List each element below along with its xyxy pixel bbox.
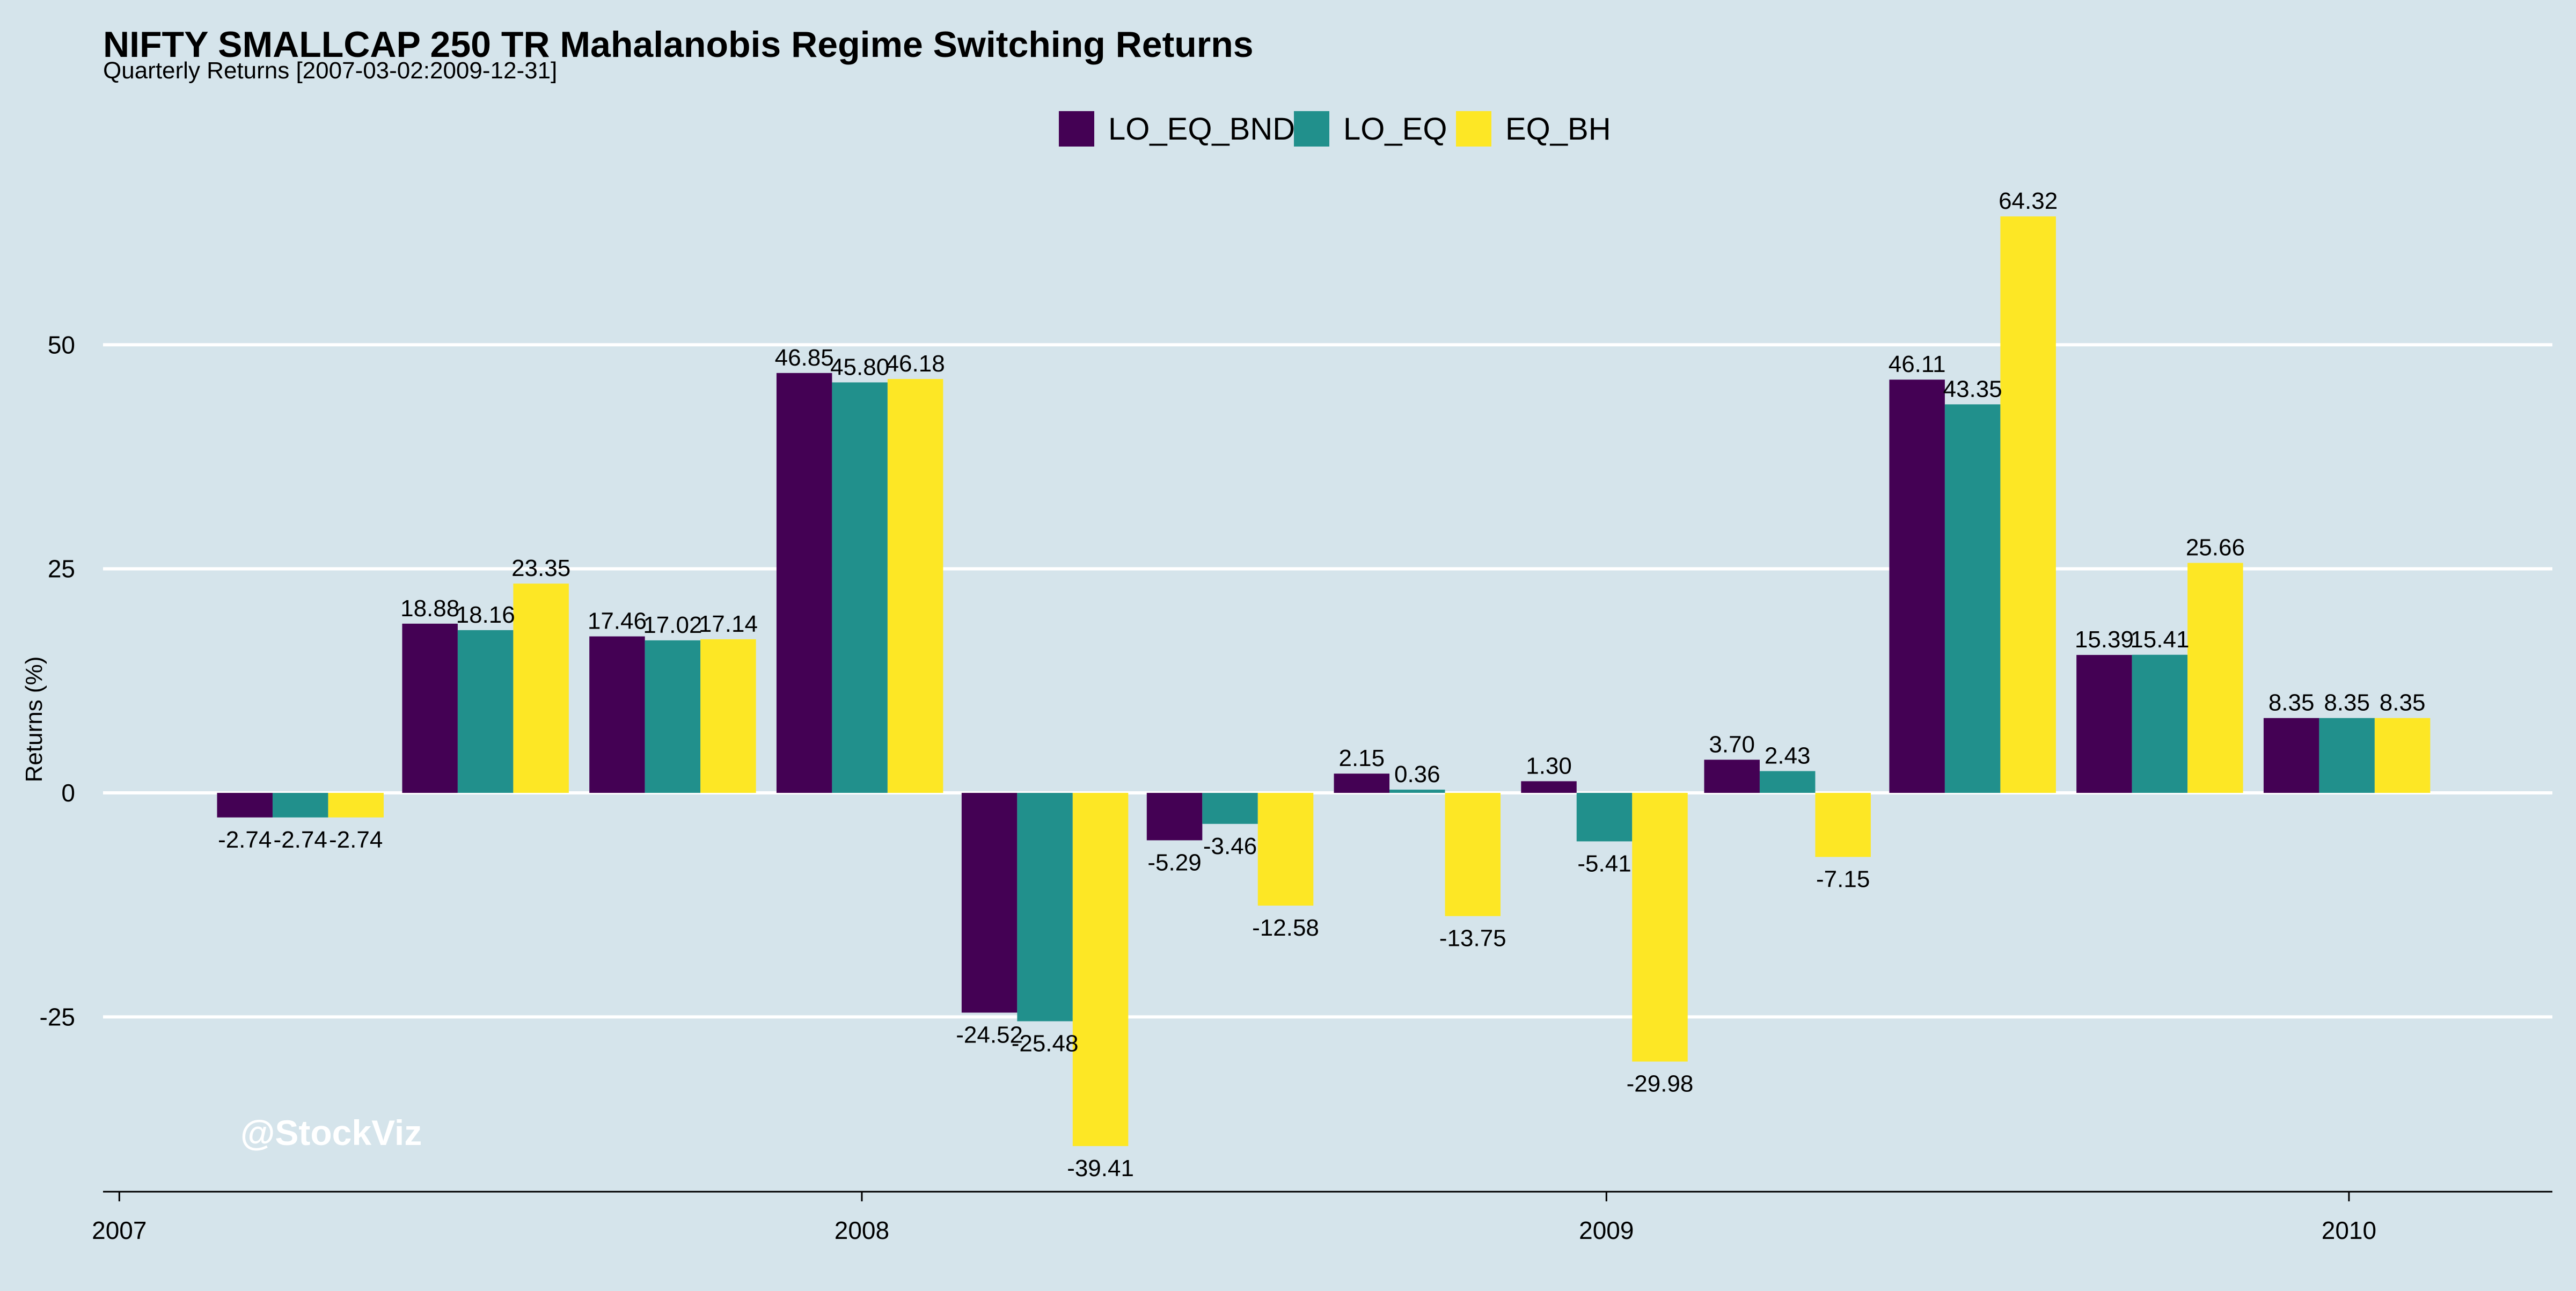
bar-lo-eq-bnd xyxy=(2263,718,2319,793)
bar-eq-bh xyxy=(1815,793,1871,857)
data-label: 8.35 xyxy=(2324,690,2370,716)
watermark: @StockViz xyxy=(240,1113,422,1153)
x-tick-label: 2007 xyxy=(92,1216,147,1244)
data-label: -2.74 xyxy=(274,827,327,853)
data-label: 43.35 xyxy=(1943,376,2002,402)
bar-eq-bh xyxy=(513,583,569,793)
bar-eq-bh xyxy=(1445,793,1501,916)
data-label: 3.70 xyxy=(1709,731,1755,757)
data-label: 23.35 xyxy=(511,555,570,581)
data-label: 45.80 xyxy=(830,354,889,380)
data-label: 2.15 xyxy=(1338,745,1385,771)
bars xyxy=(217,216,2431,1147)
bar-lo-eq xyxy=(645,640,701,793)
chart-subtitle: Quarterly Returns [2007-03-02:2009-12-31… xyxy=(103,57,557,84)
data-label: -7.15 xyxy=(1816,866,1870,892)
data-label: -2.74 xyxy=(329,827,383,853)
bar-eq-bh xyxy=(1257,793,1314,906)
bar-eq-bh xyxy=(2000,216,2056,793)
data-label: 8.35 xyxy=(2268,690,2315,716)
bar-lo-eq xyxy=(272,793,328,818)
legend-swatch xyxy=(1294,111,1329,147)
bar-eq-bh xyxy=(2187,563,2243,793)
data-label: 18.16 xyxy=(456,602,515,628)
bar-lo-eq-bnd xyxy=(776,373,832,793)
axes: -25 0 25 50 2007 2008 2009 2010 xyxy=(40,331,2552,1244)
data-label: 2.43 xyxy=(1765,742,1811,769)
bar-lo-eq xyxy=(832,382,888,793)
data-label: 25.66 xyxy=(2186,535,2245,561)
bar-lo-eq-bnd xyxy=(2076,655,2132,793)
bar-lo-eq xyxy=(2132,654,2188,793)
bar-lo-eq xyxy=(1202,793,1258,824)
x-tick-label: 2010 xyxy=(2322,1216,2376,1244)
x-tick-label: 2008 xyxy=(835,1216,889,1244)
data-label: -3.46 xyxy=(1203,833,1257,859)
bar-lo-eq-bnd xyxy=(961,793,1018,1013)
bar-lo-eq xyxy=(2319,718,2375,793)
legend-label: LO_EQ_BND xyxy=(1108,112,1295,147)
data-label: -39.41 xyxy=(1067,1155,1134,1181)
x-tick-label: 2009 xyxy=(1579,1216,1634,1244)
data-label: 15.39 xyxy=(2075,626,2134,653)
data-label: -5.41 xyxy=(1577,850,1631,877)
data-labels: -2.74 -2.74 -2.7418.8818.1623.3517.4617.02… xyxy=(218,188,2425,1181)
legend-swatch xyxy=(1059,111,1094,147)
legend-swatch xyxy=(1456,111,1491,147)
y-tick-label: 25 xyxy=(48,555,75,583)
bar-lo-eq xyxy=(1759,771,1816,793)
data-label: 17.46 xyxy=(588,608,647,634)
data-label: 46.18 xyxy=(886,351,945,377)
y-tick-label: 50 xyxy=(48,331,75,359)
legend-label: EQ_BH xyxy=(1505,112,1611,147)
data-label: -29.98 xyxy=(1627,1071,1694,1097)
bar-lo-eq-bnd xyxy=(217,793,273,818)
data-label: -13.75 xyxy=(1439,925,1506,952)
data-label: -5.29 xyxy=(1147,849,1201,876)
data-label: 18.88 xyxy=(400,595,459,622)
data-label: 17.02 xyxy=(643,612,702,638)
bar-eq-bh xyxy=(700,639,756,793)
data-label: 8.35 xyxy=(2380,690,2426,716)
bar-lo-eq-bnd xyxy=(1146,793,1203,841)
bar-eq-bh xyxy=(887,379,943,793)
bar-lo-eq xyxy=(457,630,514,793)
y-tick-label: 0 xyxy=(61,779,75,807)
bar-lo-eq-bnd xyxy=(402,623,458,793)
legend-label: LO_EQ xyxy=(1343,112,1447,147)
data-label: 0.36 xyxy=(1394,761,1440,787)
bar-lo-eq-bnd xyxy=(1889,380,1945,793)
data-label: 1.30 xyxy=(1526,753,1572,779)
data-label: 46.85 xyxy=(775,345,834,371)
bar-lo-eq xyxy=(1017,793,1073,1022)
data-label: -24.52 xyxy=(956,1022,1023,1048)
bar-eq-bh xyxy=(1632,793,1688,1062)
bar-lo-eq xyxy=(1389,790,1445,793)
y-tick-label: -25 xyxy=(40,1003,75,1031)
data-label: -2.74 xyxy=(218,827,272,853)
bar-lo-eq-bnd xyxy=(1704,760,1760,793)
bar-lo-eq-bnd xyxy=(589,636,645,793)
y-axis-label: Returns (%) xyxy=(21,657,47,783)
bar-lo-eq xyxy=(1576,793,1633,842)
data-label: -25.48 xyxy=(1012,1030,1079,1056)
bar-eq-bh xyxy=(1072,793,1129,1147)
bar-lo-eq-bnd xyxy=(1334,774,1390,793)
bar-eq-bh xyxy=(2374,718,2431,793)
data-label: 46.11 xyxy=(1889,351,1946,377)
data-label: 15.41 xyxy=(2130,626,2189,653)
legend: LO_EQ_BND LO_EQ EQ_BH xyxy=(1059,111,1611,147)
bar-lo-eq-bnd xyxy=(1521,781,1577,793)
data-label: -12.58 xyxy=(1252,915,1319,941)
bar-lo-eq xyxy=(1944,404,2001,793)
bar-eq-bh xyxy=(328,793,384,818)
data-label: 17.14 xyxy=(699,611,758,637)
chart-title: NIFTY SMALLCAP 250 TR Mahalanobis Regime… xyxy=(103,24,1254,65)
data-label: 64.32 xyxy=(1999,188,2058,214)
